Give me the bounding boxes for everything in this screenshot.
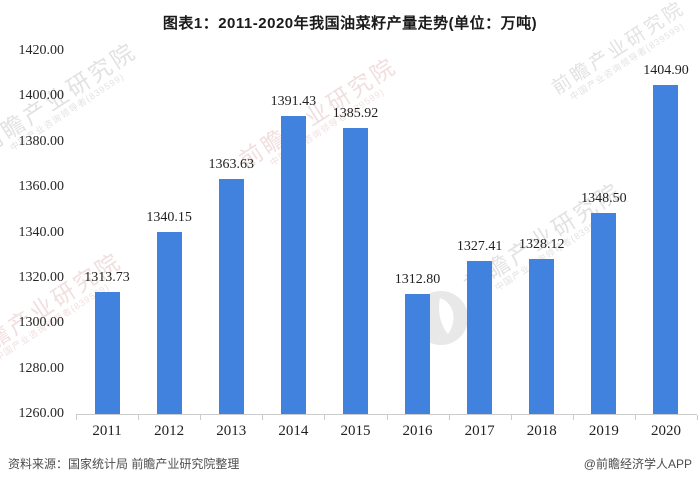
x-axis-tick — [510, 415, 512, 420]
x-axis-category-label: 2011 — [92, 423, 122, 439]
bar-2015 — [342, 128, 368, 414]
x-axis-tick — [386, 415, 388, 420]
y-axis-label: 1280.00 — [18, 360, 65, 376]
x-axis-category-label: 2014 — [278, 423, 309, 439]
source-note: 资料来源：国家统计局 前瞻产业研究院整理 — [8, 457, 240, 471]
bar-value-label: 1328.12 — [519, 237, 565, 253]
x-axis-category-label: 2019 — [588, 423, 619, 439]
x-axis-category-label: 2017 — [464, 423, 495, 439]
bar-2012 — [156, 232, 182, 414]
bar-2020 — [653, 85, 679, 414]
y-axis-label: 1260.00 — [18, 406, 65, 421]
bar-2011 — [94, 292, 120, 414]
y-axis-label: 1340.00 — [18, 224, 65, 240]
y-axis-label: 1380.00 — [18, 133, 65, 149]
x-axis-tick — [697, 415, 698, 420]
x-axis-category-label: 2020 — [650, 423, 681, 439]
bar-value-label: 1363.63 — [208, 156, 255, 172]
x-axis-tick — [262, 415, 264, 420]
bar-2018 — [529, 259, 555, 414]
x-axis-tick — [572, 415, 574, 420]
x-axis-category-label: 2012 — [154, 423, 185, 439]
x-axis-tick — [448, 415, 450, 420]
bar-value-label: 1391.43 — [270, 93, 317, 109]
y-axis-label: 1420.00 — [18, 43, 65, 58]
x-axis-tick — [200, 415, 202, 420]
bar-2017 — [467, 261, 493, 414]
x-axis-category-label: 2013 — [216, 423, 247, 439]
bar-value-label: 1340.15 — [146, 210, 192, 226]
bar-2013 — [218, 178, 244, 414]
x-axis-category-label: 2018 — [526, 423, 557, 439]
bar-2019 — [591, 213, 617, 414]
x-axis-category-label: 2016 — [402, 423, 433, 439]
bar-2016 — [405, 294, 431, 414]
x-axis-category-label: 2015 — [340, 423, 371, 439]
x-axis-tick — [76, 415, 77, 420]
x-axis-tick — [634, 415, 636, 420]
y-axis-label: 1300.00 — [18, 315, 65, 331]
chart-title: 图表1：2011-2020年我国油菜籽产量走势(单位：万吨) — [162, 15, 538, 32]
bar-value-label: 1312.80 — [394, 272, 441, 288]
x-axis-tick — [324, 415, 326, 420]
credit-note: @前瞻经济学人APP — [583, 457, 692, 471]
y-axis-label: 1400.00 — [18, 88, 65, 104]
y-axis-label: 1320.00 — [18, 269, 65, 285]
x-axis-tick — [138, 415, 140, 420]
bar-value-label: 1348.50 — [581, 191, 627, 207]
bar-value-label: 1327.41 — [456, 239, 503, 255]
bar-2014 — [280, 115, 306, 414]
bar-value-label: 1404.90 — [643, 63, 689, 79]
x-axis-line — [76, 414, 697, 415]
bar-value-label: 1313.73 — [84, 270, 130, 286]
y-axis-label: 1360.00 — [18, 179, 65, 195]
bar-value-label: 1385.92 — [332, 106, 379, 122]
